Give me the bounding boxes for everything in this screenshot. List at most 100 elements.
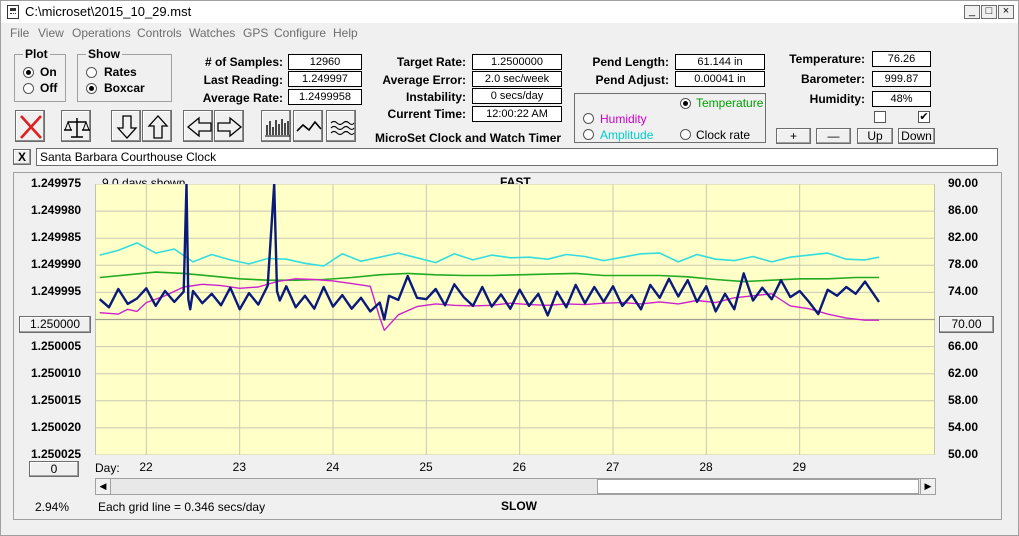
arrow-right-icon: [217, 116, 243, 138]
series-temperature-radio[interactable]: [680, 98, 691, 109]
wave-icon: [330, 120, 355, 136]
line-view-button[interactable]: [293, 110, 323, 142]
average-rate-field: 1.2499958: [288, 89, 362, 105]
show-rates-radio[interactable]: [86, 67, 97, 78]
menu-configure[interactable]: Configure: [274, 26, 327, 40]
scroll-right-arrow-icon[interactable]: ▶: [920, 479, 935, 494]
menu-controls[interactable]: Controls: [137, 26, 182, 40]
arrow-left-icon: [186, 116, 212, 138]
series-select-box: Temperature Humidity Amplitude Clock rat…: [574, 93, 766, 143]
scale-up-button[interactable]: Up: [857, 128, 893, 144]
barometer-field: 999.87: [872, 71, 931, 87]
plot-group-title: Plot: [23, 47, 50, 61]
last-reading-label: Last Reading:: [203, 73, 283, 87]
line-graph-icon: [296, 120, 322, 132]
right-y-tick-label: 58.00: [948, 392, 979, 407]
minimize-button[interactable]: _: [964, 5, 980, 19]
grid-note-label: Each grid line = 0.346 secs/day: [98, 500, 266, 514]
checkbox-2[interactable]: ✔: [918, 111, 930, 123]
wave-view-button[interactable]: [326, 110, 356, 142]
clock-name-input[interactable]: Santa Barbara Courthouse Clock: [36, 148, 998, 166]
menu-bar: File View Operations Controls Watches GP…: [1, 23, 1018, 43]
clear-button[interactable]: [15, 110, 45, 142]
plot-off-radio[interactable]: [23, 83, 34, 94]
x-tick-label: 22: [139, 460, 153, 474]
average-rate-label: Average Rate:: [202, 91, 283, 105]
right-y-tick-label: 50.00: [948, 447, 979, 461]
down-arrow-button[interactable]: [111, 110, 141, 142]
plot-on-label: On: [40, 65, 57, 79]
x-tick-label: 28: [699, 460, 713, 474]
horizontal-scrollbar[interactable]: ◀ ▶: [95, 478, 936, 495]
menu-operations[interactable]: Operations: [72, 26, 131, 40]
up-arrow-button[interactable]: [142, 110, 172, 142]
right-y-tick-label: 74.00: [948, 284, 979, 299]
bars-icon: [265, 119, 290, 137]
left-y-tick-label: 1.249975: [31, 176, 82, 190]
menu-file[interactable]: File: [10, 26, 30, 40]
x-tick-label: 23: [232, 460, 247, 474]
menu-watches[interactable]: Watches: [189, 26, 236, 40]
bars-view-button[interactable]: [261, 110, 291, 142]
left-y-tick-label: 1.249980: [31, 203, 82, 218]
pend-length-label: Pend Length:: [592, 55, 669, 69]
scale-minus-button[interactable]: —: [816, 128, 851, 144]
clear-clock-name-button[interactable]: X: [13, 149, 31, 165]
left-arrow-button[interactable]: [183, 110, 213, 142]
plot-group: Plot On Off: [14, 47, 66, 102]
x-tick-label: 24: [326, 460, 340, 474]
plot-off-label: Off: [40, 81, 58, 95]
scroll-thumb[interactable]: [597, 479, 919, 494]
app-icon: [7, 5, 19, 19]
slow-label: SLOW: [501, 499, 537, 513]
series-temperature-label: Temperature: [696, 96, 764, 110]
maximize-button[interactable]: □: [981, 5, 997, 19]
samples-field: 12960: [288, 54, 362, 70]
plot-on-radio[interactable]: [23, 67, 34, 78]
series-humidity-radio[interactable]: [583, 113, 594, 124]
series-amplitude-label: Amplitude: [600, 128, 654, 142]
show-group: Show Rates Boxcar: [77, 47, 172, 102]
series-line-clock_rate: [98, 184, 880, 321]
pend-length-field: 61.144 in: [675, 54, 765, 70]
average-error-field: 2.0 sec/week: [472, 71, 562, 87]
rate-chart: [95, 184, 935, 455]
bottom-left-value-button[interactable]: 0: [29, 461, 79, 477]
temperature-field: 76.26: [872, 51, 931, 67]
right-y-tick-label: 82.00: [948, 230, 979, 245]
left-y-tick-label: 1.249985: [31, 230, 82, 245]
close-window-button[interactable]: ×: [998, 5, 1014, 19]
series-line-temperature: [99, 271, 879, 283]
right-center-value-button[interactable]: 70.00: [939, 316, 994, 333]
menu-view[interactable]: View: [38, 26, 64, 40]
instability-label: Instability:: [405, 90, 466, 104]
scale-down-button[interactable]: Down: [898, 128, 935, 144]
balance-button[interactable]: [61, 110, 91, 142]
series-amplitude-radio[interactable]: [583, 129, 594, 140]
current-time-label: Current Time:: [387, 107, 466, 121]
scroll-left-arrow-icon[interactable]: ◀: [96, 479, 111, 494]
app-subtitle: MicroSet Clock and Watch Timer: [375, 131, 562, 145]
left-y-tick-label: 1.250020: [31, 419, 82, 434]
show-boxcar-radio[interactable]: [86, 83, 97, 94]
left-y-tick-label: 1.250010: [31, 365, 82, 380]
show-rates-label: Rates: [104, 65, 137, 79]
series-clock-rate-radio[interactable]: [680, 129, 691, 140]
average-error-label: Average Error:: [382, 73, 466, 87]
menu-help[interactable]: Help: [333, 26, 358, 40]
checkbox-1[interactable]: [874, 111, 886, 123]
right-y-tick-label: 54.00: [948, 419, 979, 434]
left-y-tick-label: 1.249990: [31, 257, 82, 272]
temperature-label: Temperature:: [789, 52, 865, 66]
right-arrow-button[interactable]: [214, 110, 244, 142]
right-y-tick-label: 78.00: [948, 257, 979, 272]
menu-gps[interactable]: GPS: [243, 26, 269, 40]
day-axis-label: Day:: [95, 461, 120, 475]
title-bar: C:\microset\2015_10_29.mst _ □ ×: [1, 1, 1018, 23]
left-y-tick-label: 1.249995: [31, 284, 82, 299]
series-line-amplitude: [99, 242, 880, 267]
x-tick-label: 25: [419, 460, 433, 474]
left-center-value-button[interactable]: 1.250000: [19, 316, 91, 333]
scale-plus-button[interactable]: +: [776, 128, 811, 144]
